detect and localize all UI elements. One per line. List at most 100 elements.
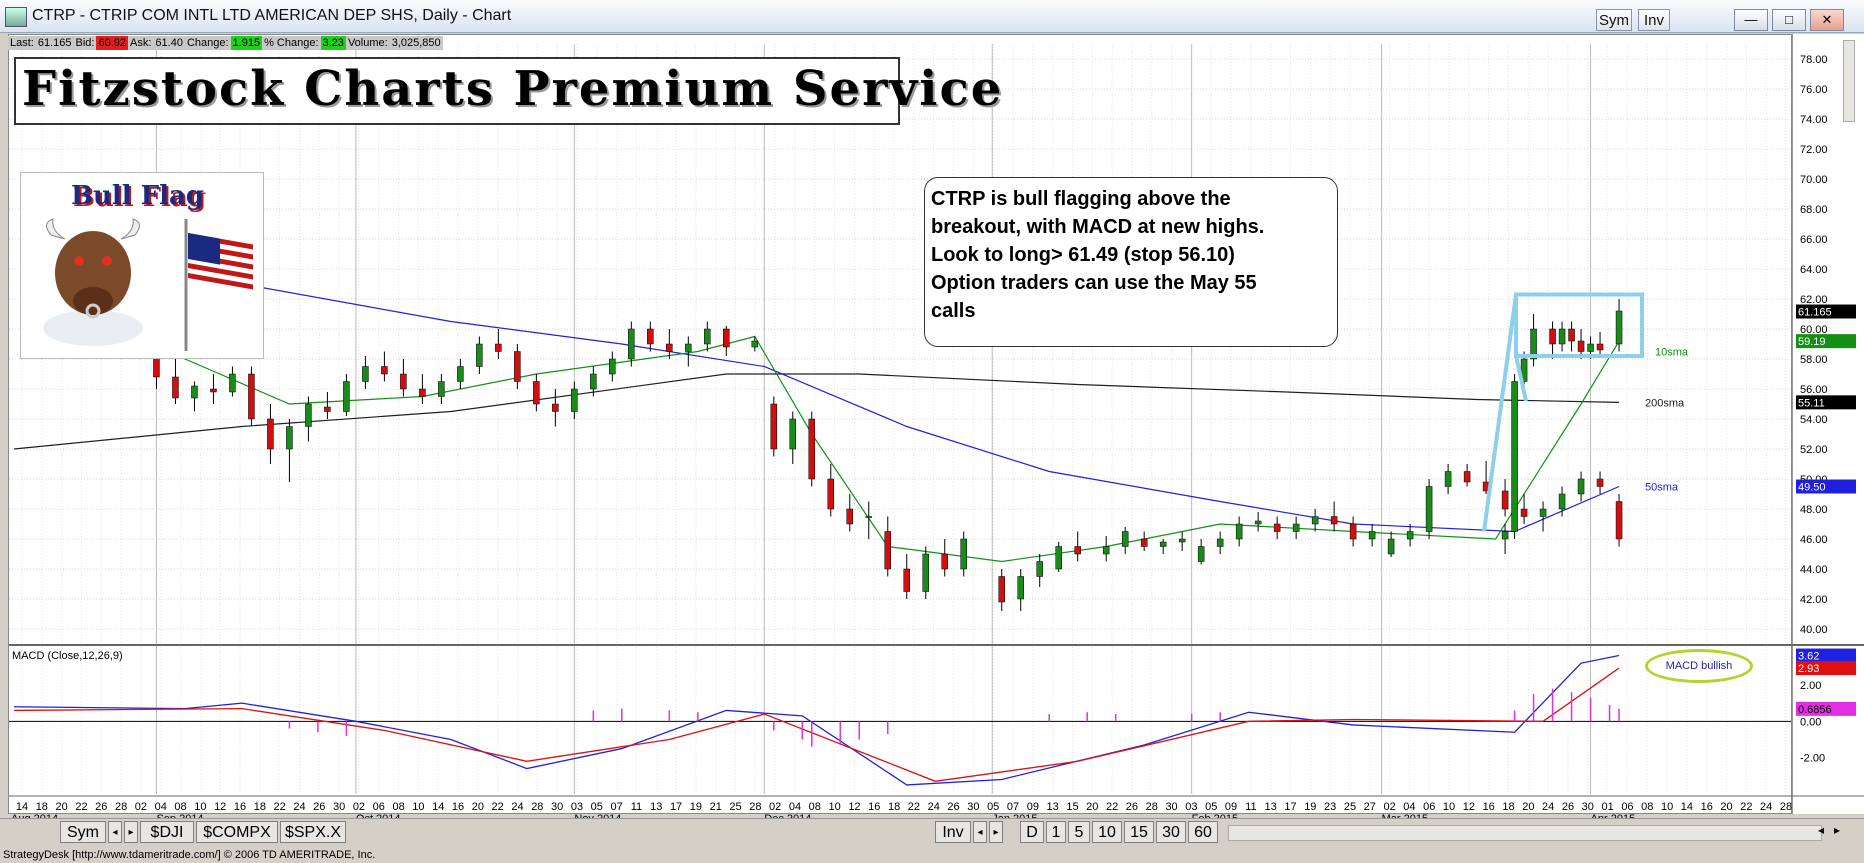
day-tick-label: 25 bbox=[729, 801, 741, 813]
sma10-path bbox=[51, 290, 1620, 563]
month-tick-label: Dec 2014 bbox=[764, 813, 811, 818]
candle-body bbox=[1311, 516, 1319, 525]
day-tick-label: 26 bbox=[947, 801, 959, 813]
scroll-right-icon[interactable]: ▸ bbox=[124, 821, 138, 843]
inv-scroll-left-icon[interactable]: ◂ bbox=[973, 821, 987, 843]
day-tick-label: 16 bbox=[452, 801, 464, 813]
maximize-icon[interactable]: □ bbox=[1772, 9, 1806, 31]
inv-tab[interactable]: Inv bbox=[935, 821, 971, 843]
horizontal-scrollbar[interactable] bbox=[1228, 825, 1822, 841]
period-tab-60[interactable]: 60 bbox=[1188, 821, 1218, 843]
price-tick-label: 74.00 bbox=[1800, 114, 1828, 126]
candle-body bbox=[1406, 531, 1414, 540]
day-tick-label: 20 bbox=[56, 801, 68, 813]
day-tick-label: 08 bbox=[392, 801, 404, 813]
candle-body bbox=[1577, 340, 1585, 352]
candle-body bbox=[770, 403, 778, 450]
candle-body bbox=[400, 373, 407, 390]
signal-line bbox=[13, 667, 1620, 782]
candle-body bbox=[789, 418, 797, 450]
chart-app-icon bbox=[5, 7, 27, 27]
day-tick-label: 16 bbox=[1701, 801, 1713, 813]
candle-body bbox=[210, 388, 217, 393]
period-tab-1[interactable]: 1 bbox=[1046, 821, 1066, 843]
flag-box bbox=[1514, 292, 1644, 358]
candle-body bbox=[647, 328, 654, 345]
inv-scroll-right-icon[interactable]: ▸ bbox=[989, 821, 1003, 843]
candle-body bbox=[1577, 478, 1585, 495]
day-tick-label: 26 bbox=[1126, 801, 1138, 813]
title-bar: CTRP - CTRIP COM INTL LTD AMERICAN DEP S… bbox=[0, 0, 1864, 33]
period-tab-5[interactable]: 5 bbox=[1068, 821, 1090, 843]
day-tick-label: 13 bbox=[1047, 801, 1059, 813]
signal-tag: 2.93 bbox=[1798, 663, 1819, 675]
banner-text: Fitzstock Charts Premium Service bbox=[22, 61, 1004, 117]
scroll-left-icon[interactable]: ◂ bbox=[108, 821, 122, 843]
symbol-tab-compx[interactable]: $COMPX bbox=[196, 821, 278, 843]
analysis-note: CTRP is bull flagging above the breakout… bbox=[924, 177, 1338, 347]
price-tick-label: 58.00 bbox=[1800, 354, 1828, 366]
day-tick-label: 10 bbox=[412, 801, 424, 813]
price-chart[interactable]: 40.0042.0044.0046.0048.0050.0052.0054.00… bbox=[0, 34, 1864, 818]
candle-body bbox=[324, 406, 331, 412]
candle-body bbox=[381, 366, 388, 375]
day-tick-label: 21 bbox=[710, 801, 722, 813]
symbol-tab-dji[interactable]: $DJI bbox=[140, 821, 194, 843]
candle-body bbox=[1463, 471, 1471, 483]
period-tab-15[interactable]: 15 bbox=[1124, 821, 1154, 843]
candle-body bbox=[609, 358, 616, 375]
sym-tab[interactable]: Sym bbox=[60, 821, 106, 843]
inv-button[interactable]: Inv bbox=[1638, 9, 1670, 31]
scroll-end-right-icon[interactable]: ▸ bbox=[1834, 823, 1841, 837]
day-tick-label: 06 bbox=[1423, 801, 1435, 813]
candle-body bbox=[362, 366, 369, 382]
day-tick-label: 04 bbox=[155, 801, 167, 813]
day-tick-label: 05 bbox=[987, 801, 999, 813]
symbol-tab-spx[interactable]: $SPX.X bbox=[280, 821, 346, 843]
candle-body bbox=[884, 531, 892, 570]
histogram-tag-bg bbox=[1796, 701, 1856, 716]
minimize-icon[interactable]: — bbox=[1734, 9, 1768, 31]
price-tick-label: 46.00 bbox=[1800, 534, 1828, 546]
price-tick-label: 64.00 bbox=[1800, 264, 1828, 276]
macd-tick-label: 0.00 bbox=[1800, 716, 1821, 728]
month-tick-label: Aug 2014 bbox=[11, 813, 58, 818]
period-tab-30[interactable]: 30 bbox=[1156, 821, 1186, 843]
note-line-2: breakout, with MACD at new highs. bbox=[931, 216, 1265, 238]
candle-body bbox=[960, 538, 967, 570]
sma10-tag-bg bbox=[1796, 334, 1856, 349]
sym-button[interactable]: Sym bbox=[1596, 9, 1632, 31]
macd-tag-bg bbox=[1796, 648, 1856, 663]
price-tick-label: 76.00 bbox=[1800, 84, 1828, 96]
last-label: Last: bbox=[8, 36, 36, 50]
candle-body bbox=[172, 376, 179, 399]
scroll-end-left-icon[interactable]: ◂ bbox=[1818, 823, 1825, 837]
day-tick-label: 03 bbox=[1185, 801, 1197, 813]
day-tick-label: 22 bbox=[75, 801, 87, 813]
candle-body bbox=[552, 403, 559, 412]
candle-body bbox=[1587, 343, 1594, 352]
candle-body bbox=[1558, 493, 1566, 510]
period-tab-d[interactable]: D bbox=[1020, 821, 1044, 843]
note-line-4: Option traders can use the May 55 bbox=[931, 272, 1257, 294]
price-tick-label: 40.00 bbox=[1800, 624, 1828, 636]
candle-body bbox=[903, 568, 910, 592]
day-tick-label: 18 bbox=[36, 801, 48, 813]
day-tick-label: 30 bbox=[1582, 801, 1594, 813]
vertical-scrollbar[interactable] bbox=[1843, 40, 1855, 122]
month-tick-label: Nov 2014 bbox=[574, 813, 621, 818]
pct-change-label: % Change: bbox=[262, 36, 321, 50]
candle-body bbox=[1549, 328, 1556, 345]
flag-pole-line bbox=[1482, 294, 1518, 532]
day-tick-label: 17 bbox=[1284, 801, 1296, 813]
month-tick-label: Sep 2014 bbox=[156, 813, 203, 818]
candle-body bbox=[248, 373, 255, 420]
month-tick-label: Oct 2014 bbox=[356, 813, 401, 818]
close-icon[interactable]: ✕ bbox=[1810, 9, 1844, 31]
signal-tag-bg bbox=[1796, 661, 1856, 676]
day-tick-label: 18 bbox=[888, 801, 900, 813]
sma200-line bbox=[13, 373, 1620, 450]
period-tab-10[interactable]: 10 bbox=[1092, 821, 1122, 843]
day-tick-label: 30 bbox=[551, 801, 563, 813]
candle-body bbox=[751, 340, 759, 348]
